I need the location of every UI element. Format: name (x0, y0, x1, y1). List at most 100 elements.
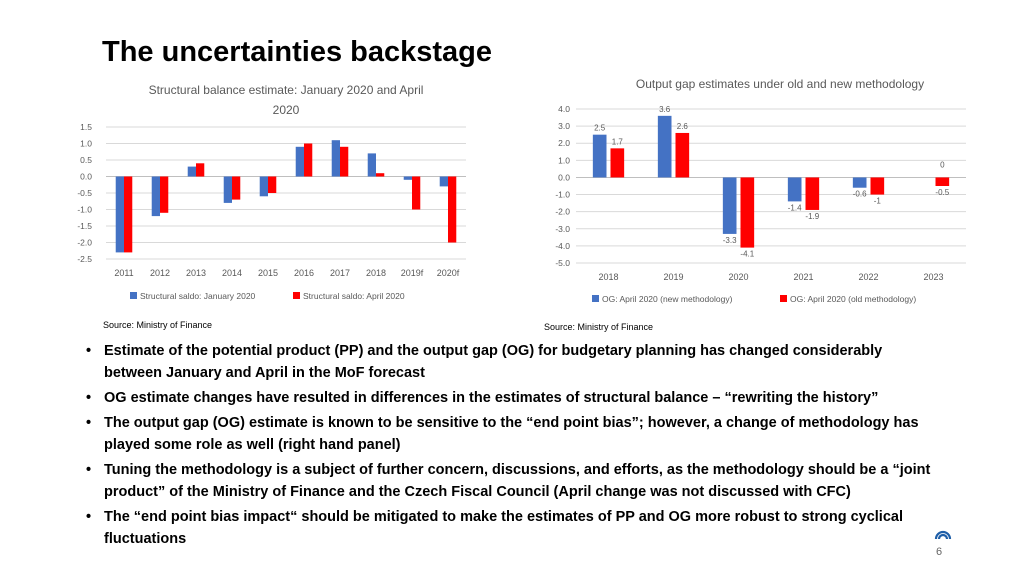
y-tick-label: 1.0 (558, 155, 570, 165)
bar-blue-2017 (331, 140, 340, 177)
x-tick-label: 2018 (366, 268, 386, 278)
y-tick-label: -2.0 (77, 238, 92, 248)
data-label: 0 (940, 160, 945, 169)
bar-red-2019f (412, 176, 421, 210)
chart-title: Structural balance estimate: January 202… (149, 83, 424, 97)
y-tick-label: 0.0 (80, 172, 92, 182)
output-gap-chart: Output gap estimates under old and new m… (555, 77, 966, 304)
data-label: -0.5 (935, 188, 949, 197)
x-tick-label: 2022 (858, 272, 878, 282)
bar-blue-2020 (722, 177, 737, 234)
y-tick-label: -1.0 (77, 205, 92, 215)
bar-blue-2016 (295, 146, 304, 177)
x-tick-label: 2017 (330, 268, 350, 278)
data-label: -1.9 (805, 212, 819, 221)
bar-red-2017 (340, 146, 349, 177)
bar-red-2018 (376, 173, 385, 177)
x-tick-label: 2014 (222, 268, 242, 278)
y-tick-label: 0.5 (80, 155, 92, 165)
page-number: 6 (936, 546, 943, 558)
bar-red-2022 (870, 177, 885, 195)
x-tick-label: 2016 (294, 268, 314, 278)
y-tick-label: -2.5 (77, 254, 92, 264)
y-tick-label: 2.0 (558, 138, 570, 148)
legend-swatch-blue (592, 295, 599, 302)
bar-red-2013 (196, 163, 205, 177)
x-tick-label: 2018 (598, 272, 618, 282)
bullet-list: Estimate of the potential product (PP) a… (84, 340, 944, 553)
x-tick-label: 2021 (793, 272, 813, 282)
legend-label-blue: OG: April 2020 (new methodology) (602, 294, 733, 304)
data-label: -0.6 (853, 190, 867, 199)
bar-blue-2020f (439, 176, 448, 187)
y-tick-label: -0.5 (77, 188, 92, 198)
legend-label-red: Structural saldo: April 2020 (303, 291, 405, 301)
bar-blue-2013 (187, 166, 196, 177)
legend-label-blue: Structural saldo: January 2020 (140, 291, 256, 301)
y-tick-label: -3.0 (555, 224, 570, 234)
bar-red-2014 (232, 176, 241, 200)
y-tick-label: 1.0 (80, 139, 92, 149)
x-tick-label: 2023 (923, 272, 943, 282)
bullet-item: OG estimate changes have resulted in dif… (84, 387, 944, 409)
bar-red-2015 (268, 176, 277, 193)
bar-blue-2019 (657, 115, 672, 178)
data-label: -3.3 (723, 236, 737, 245)
data-label: 2.6 (677, 122, 689, 131)
bar-red-2011 (124, 176, 133, 253)
x-tick-label: 2019 (663, 272, 683, 282)
bar-red-2020 (740, 177, 755, 248)
data-label: -1 (874, 197, 882, 206)
legend-label-red: OG: April 2020 (old methodology) (790, 294, 916, 304)
bar-blue-2011 (115, 176, 124, 253)
bar-blue-2021 (787, 177, 802, 202)
bar-blue-2012 (151, 176, 160, 217)
bar-red-2021 (805, 177, 820, 210)
y-tick-label: -5.0 (555, 258, 570, 268)
bar-blue-2015 (259, 176, 268, 197)
legend-swatch-red (780, 295, 787, 302)
data-label: -1.4 (788, 203, 802, 212)
y-tick-label: -1.5 (77, 221, 92, 231)
bar-blue-2014 (223, 176, 232, 203)
slide-title: The uncertainties backstage (102, 36, 493, 68)
bar-blue-2018 (367, 153, 376, 177)
legend-swatch-blue (130, 292, 137, 299)
bullet-item: The output gap (OG) estimate is known to… (84, 412, 944, 456)
data-label: 1.7 (612, 137, 624, 146)
bar-blue-2018 (592, 134, 607, 178)
bar-red-2019 (675, 132, 690, 178)
bar-blue-2022 (852, 177, 867, 188)
y-tick-label: 1.5 (80, 122, 92, 132)
council-logo-icon (934, 530, 952, 540)
bar-red-2023 (935, 177, 950, 186)
x-tick-label: 2011 (114, 268, 133, 278)
x-tick-label: 2012 (150, 268, 170, 278)
x-tick-label: 2019f (401, 268, 424, 278)
y-tick-label: 0.0 (558, 172, 570, 182)
data-label: 3.6 (659, 105, 671, 114)
bullet-item: The “end point bias impact“ should be mi… (84, 506, 944, 550)
x-tick-label: 2013 (186, 268, 206, 278)
legend-swatch-red (293, 292, 300, 299)
bar-blue-2019f (403, 176, 412, 180)
chart-title: 2020 (273, 103, 300, 117)
y-tick-label: 3.0 (558, 121, 570, 131)
y-tick-label: -4.0 (555, 241, 570, 251)
bar-red-2016 (304, 143, 313, 177)
x-tick-label: 2015 (258, 268, 278, 278)
y-tick-label: -2.0 (555, 207, 570, 217)
bar-red-2020f (448, 176, 457, 243)
y-tick-label: 4.0 (558, 104, 570, 114)
bar-red-2018 (610, 148, 625, 178)
bullet-item: Estimate of the potential product (PP) a… (84, 340, 944, 384)
bar-red-2012 (160, 176, 169, 213)
left-chart-source: Source: Ministry of Finance (103, 320, 213, 330)
right-chart-source: Source: Ministry of Finance (544, 322, 654, 332)
x-tick-label: 2020f (437, 268, 460, 278)
structural-balance-chart: Structural balance estimate: January 202… (77, 83, 466, 301)
y-tick-label: -1.0 (555, 190, 570, 200)
chart-title: Output gap estimates under old and new m… (636, 77, 924, 91)
bullet-item: Tuning the methodology is a subject of f… (84, 459, 944, 503)
x-tick-label: 2020 (728, 272, 748, 282)
